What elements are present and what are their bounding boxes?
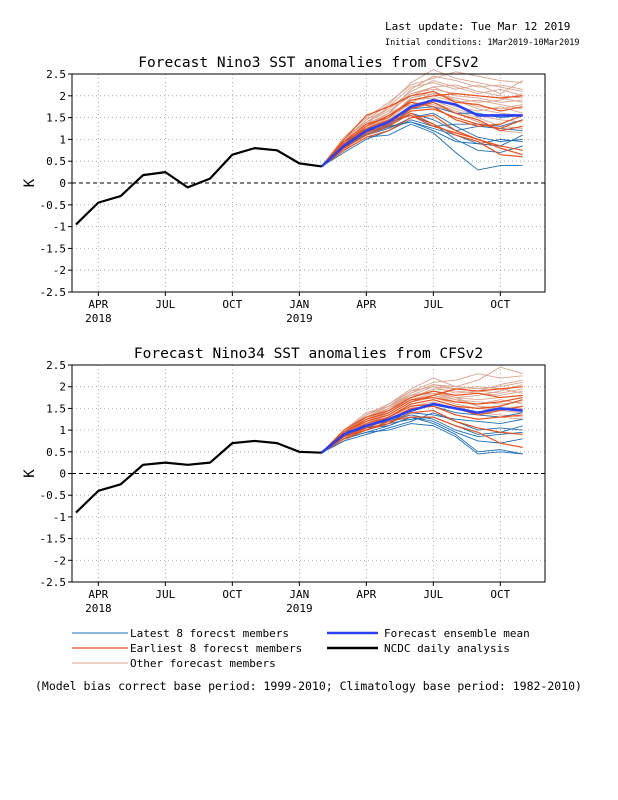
x-tick-label: JAN <box>289 298 309 311</box>
legend: Latest 8 forecst members Earliest 8 fore… <box>72 627 530 670</box>
y-tick-label: -0.5 <box>40 199 67 212</box>
x-tick-label: APR <box>88 298 108 311</box>
y-tick-label: -0.5 <box>40 489 67 502</box>
y-tick-label: -1 <box>53 511 66 524</box>
x-year-label: 2018 <box>85 312 112 325</box>
last-update-text: Last update: Tue Mar 12 2019 <box>385 20 570 33</box>
y-tick-label: -2.5 <box>40 576 67 589</box>
initial-conditions-text: Initial conditions: 1Mar2019-10Mar2019 <box>385 38 579 48</box>
y-tick-label: 2 <box>59 381 66 394</box>
x-year-label: 2019 <box>286 312 313 325</box>
legend-mean-label: Forecast ensemble mean <box>384 627 530 640</box>
plot-frame <box>71 364 546 583</box>
legend-analysis-label: NCDC daily analysis <box>384 642 510 655</box>
chart-title: Forecast Nino34 SST anomalies from CFSv2 <box>134 346 483 362</box>
series-earliest-member <box>321 112 523 167</box>
x-year-label: 2018 <box>85 602 112 615</box>
legend-other-label: Other forecast members <box>130 657 276 670</box>
x-tick-label: JUL <box>155 298 175 311</box>
series-earliest-member <box>321 114 523 167</box>
y-tick-label: -2.5 <box>40 286 67 299</box>
x-tick-label: OCT <box>490 298 510 311</box>
series-earliest-member <box>321 396 523 454</box>
y-tick-label: 2 <box>59 90 66 103</box>
y-tick-label: 1.5 <box>46 402 66 415</box>
series-earliest-member <box>321 90 523 167</box>
footnote: (Model bias correct base period: 1999-20… <box>35 679 582 693</box>
y-tick-label: 1 <box>59 133 66 146</box>
y-axis-label: K <box>22 178 38 187</box>
series-ensemble-mean <box>320 402 523 454</box>
legend-earliest-label: Earliest 8 forecst members <box>130 642 302 655</box>
series-analysis <box>75 147 322 226</box>
x-year-label: 2019 <box>286 602 313 615</box>
series-earliest-member <box>321 93 523 167</box>
x-tick-label: OCT <box>222 588 242 601</box>
y-tick-label: 0 <box>59 468 66 481</box>
series-earliest-member <box>321 409 523 454</box>
y-tick-label: 1.5 <box>46 112 66 125</box>
nino3-chart: Forecast Nino3 SST anomalies from CFSv2 -… <box>22 55 546 325</box>
y-tick-label: 2.5 <box>46 359 66 372</box>
x-tick-label: JUL <box>423 588 443 601</box>
y-tick-label: 0.5 <box>46 155 66 168</box>
series-earliest-member <box>321 390 523 454</box>
x-tick-label: JAN <box>289 588 309 601</box>
y-tick-label: -2 <box>53 554 66 567</box>
nino34-chart: Forecast Nino34 SST anomalies from CFSv2… <box>22 346 546 615</box>
legend-latest-label: Latest 8 forecst members <box>130 627 289 640</box>
series-other-member <box>321 390 523 454</box>
x-tick-label: JUL <box>155 588 175 601</box>
series-earliest-member <box>321 416 523 454</box>
x-tick-label: APR <box>356 588 376 601</box>
series-earliest-member <box>321 114 523 167</box>
series-other-member <box>321 373 523 453</box>
y-tick-label: 0 <box>59 177 66 190</box>
y-tick-label: 2.5 <box>46 68 66 81</box>
y-axis-label: K <box>22 469 38 478</box>
y-tick-label: -1.5 <box>40 533 67 546</box>
x-tick-label: OCT <box>222 298 242 311</box>
series-other-member <box>321 386 523 453</box>
y-tick-label: 0.5 <box>46 446 66 459</box>
x-tick-label: APR <box>356 298 376 311</box>
series-analysis <box>75 439 322 514</box>
series-latest-member <box>321 121 523 167</box>
y-tick-label: -2 <box>53 264 66 277</box>
y-tick-label: -1.5 <box>40 242 67 255</box>
x-tick-label: APR <box>88 588 108 601</box>
x-tick-label: OCT <box>490 588 510 601</box>
y-tick-label: 1 <box>59 424 66 437</box>
series-latest-member <box>321 416 523 455</box>
y-tick-label: -1 <box>53 221 66 234</box>
plot-frame <box>71 73 546 293</box>
chart-title: Forecast Nino3 SST anomalies from CFSv2 <box>138 55 478 71</box>
series-ensemble-mean <box>320 98 523 168</box>
x-tick-label: JUL <box>423 298 443 311</box>
